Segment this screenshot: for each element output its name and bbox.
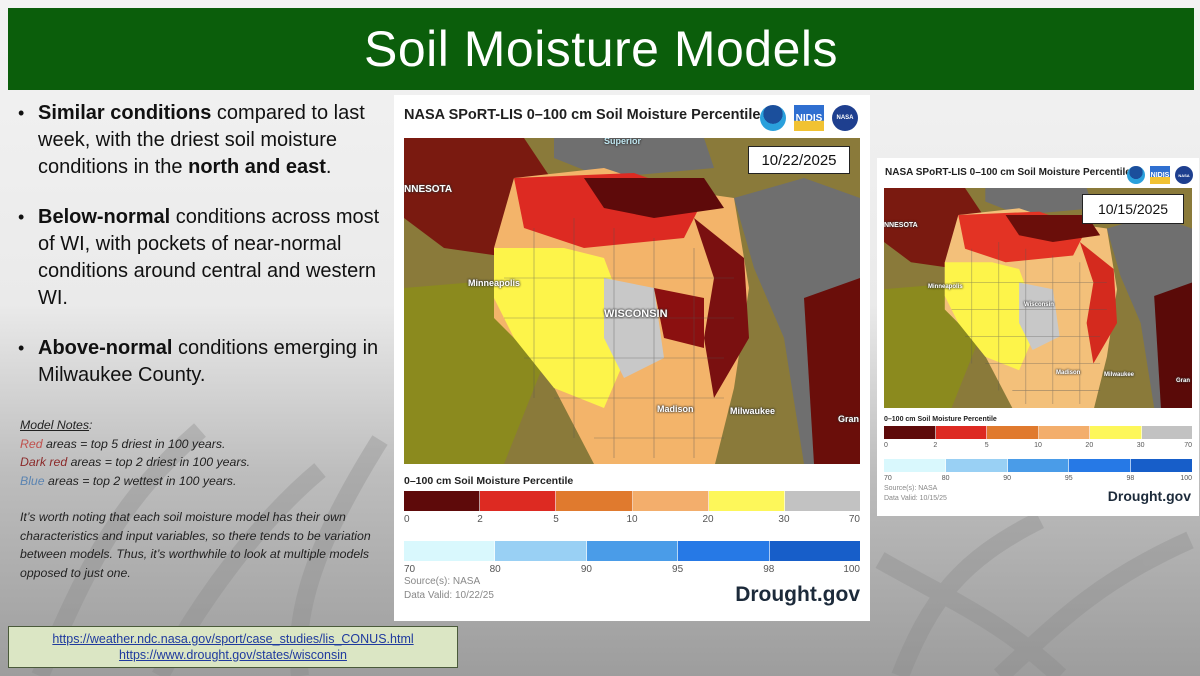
label-minneapolis: Minneapolis [928,284,963,290]
nasa-logo-icon: NASA [832,105,858,131]
label-minneapolis: Minneapolis [468,278,521,288]
note-dark-red: Dark red areas = top 2 driest in 100 yea… [20,455,251,469]
dry-color-bar [404,491,861,511]
soil-moisture-map: 10/22/2025 Superior NNESOTA Minneapolis … [404,138,860,464]
label-minnesota: NNESOTA [404,184,453,195]
nidis-logo-icon: NIDIS [1150,166,1170,184]
label-superior: Superior [604,138,642,146]
wet-color-bar [884,459,1192,472]
bullet-dot-icon: • [18,207,25,227]
drought-gov-logo: Drought.gov [735,583,860,606]
drought-gov-logo: Drought.gov [1107,488,1191,504]
bullet-text: Similar conditions compared to last week… [38,102,365,178]
bullet-dot-icon: • [18,103,25,123]
map-card-current: NASA SPoRT-LIS 0–100 cm Soil Moisture Pe… [394,95,870,621]
nasa-logo-icon: NASA [1175,166,1193,184]
noaa-logo-icon [1127,166,1145,184]
legend-title: 0–100 cm Soil Moisture Percentile [404,475,574,487]
bullet-list: • Similar conditions compared to last we… [18,100,388,412]
agency-logos: NIDIS NASA [760,105,858,131]
map-title: NASA SPoRT-LIS 0–100 cm Soil Moisture Pe… [885,167,1131,178]
label-minnesota: NNESOTA [884,222,918,229]
label-wisconsin: WISCONSIN [604,308,668,320]
label-wisconsin: Wisconsin [1024,302,1054,308]
source-links-box: https://weather.ndc.nasa.gov/sport/case_… [8,626,458,668]
noaa-logo-icon [760,105,786,131]
title-bar: Soil Moisture Models [8,8,1194,90]
map-date: 10/15/2025 [1082,194,1184,224]
wet-ticks: 70 80 90 95 98 100 [884,475,1192,482]
bullet-text: Above-normal conditions emerging in Milw… [38,337,379,386]
bullet-item: • Similar conditions compared to last we… [18,100,388,181]
note-blue: Blue areas = top 2 wettest in 100 years. [20,473,237,488]
label-milwaukee: Milwaukee [1104,372,1135,378]
label-milwaukee: Milwaukee [730,406,776,416]
bullet-item: • Below-normal conditions across most of… [18,204,388,312]
notes-paragraph: It’s worth noting that each soil moistur… [20,510,371,580]
bullet-item: • Above-normal conditions emerging in Mi… [18,335,388,389]
legend: 0–100 cm Soil Moisture Percentile 0 2 5 … [884,416,1192,486]
link-nasa-sport[interactable]: https://weather.ndc.nasa.gov/sport/case_… [52,632,414,646]
source-info: Source(s): NASA Data Valid: 10/15/25 [884,485,947,502]
dry-ticks: 0 2 5 10 20 30 70 [404,514,860,525]
legend: 0–100 cm Soil Moisture Percentile 0 2 5 … [404,475,861,583]
map-date: 10/22/2025 [748,146,850,174]
map-card-previous: NASA SPoRT-LIS 0–100 cm Soil Moisture Pe… [877,158,1199,516]
wet-ticks: 70 80 90 95 98 100 [404,564,860,575]
source-info: Source(s): NASA Data Valid: 10/22/25 [404,576,494,601]
soil-moisture-map: 10/15/2025 NNESOTA Minneapolis Wisconsin… [884,188,1192,408]
legend-title: 0–100 cm Soil Moisture Percentile [884,416,997,423]
agency-logos: NIDIS NASA [1127,166,1193,184]
dry-color-bar [884,426,1192,439]
label-grand-rapids: Gran [1176,378,1191,384]
bullet-dot-icon: • [18,338,25,358]
model-notes: Model Notes: Red areas = top 5 driest in… [20,416,385,582]
label-madison: Madison [657,404,694,414]
notes-header: Model Notes [20,418,90,432]
link-drought-gov[interactable]: https://www.drought.gov/states/wisconsin [119,648,347,662]
note-red: Red areas = top 5 driest in 100 years. [20,436,226,451]
slide-title: Soil Moisture Models [363,21,839,77]
wet-color-bar [404,541,861,561]
nidis-logo-icon: NIDIS [794,105,824,131]
label-madison: Madison [1056,370,1081,376]
bullet-text: Below-normal conditions across most of W… [38,206,380,309]
label-grand-rapids: Gran [838,414,860,424]
dry-ticks: 0 2 5 10 20 30 70 [884,442,1192,449]
map-title: NASA SPoRT-LIS 0–100 cm Soil Moisture Pe… [404,107,761,123]
